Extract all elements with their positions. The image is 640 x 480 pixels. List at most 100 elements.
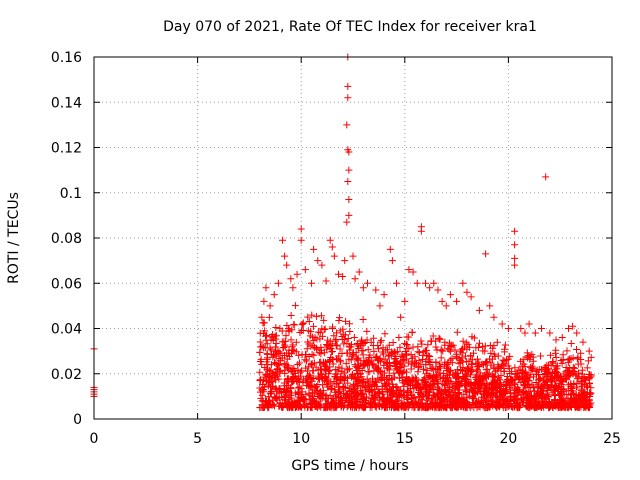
band-point — [468, 356, 476, 364]
data-point — [511, 261, 519, 269]
band-point — [483, 359, 491, 367]
band-point — [510, 390, 518, 398]
band-point — [530, 402, 538, 410]
band-point — [409, 393, 417, 401]
band-point — [448, 395, 456, 403]
band-point — [256, 348, 264, 356]
band-point — [417, 396, 425, 404]
band-point — [303, 357, 311, 365]
band-point — [403, 341, 411, 349]
band-point — [267, 361, 275, 369]
band-point — [296, 359, 304, 367]
band-point — [536, 392, 544, 400]
band-point — [474, 384, 482, 392]
data-point — [442, 302, 450, 310]
band-point — [272, 359, 280, 367]
band-point — [421, 347, 429, 355]
band-point — [392, 392, 400, 400]
band-point — [346, 343, 354, 351]
band-point — [308, 311, 316, 319]
band-point — [575, 395, 583, 403]
band-point — [266, 389, 274, 397]
band-point — [288, 403, 296, 411]
band-point — [363, 336, 371, 344]
band-point — [388, 376, 396, 384]
data-point — [349, 252, 357, 260]
band-point — [438, 380, 446, 388]
band-point — [381, 400, 389, 408]
band-point — [470, 334, 478, 342]
band-point — [308, 351, 316, 358]
data-point — [310, 245, 318, 253]
band-point — [459, 372, 467, 380]
band-point — [544, 392, 552, 400]
data-point — [314, 257, 322, 265]
band-point — [343, 349, 351, 357]
band-point — [347, 386, 355, 394]
data-point — [422, 279, 430, 287]
band-point — [328, 398, 336, 406]
band-point — [407, 388, 415, 396]
band-point — [463, 371, 471, 379]
band-point — [348, 388, 356, 396]
data-point — [262, 284, 270, 292]
band-point — [551, 349, 559, 357]
band-point — [425, 352, 433, 360]
band-point — [564, 401, 572, 409]
band-point — [457, 346, 465, 354]
band-point — [548, 389, 556, 397]
band-point — [314, 366, 322, 374]
band-point — [528, 362, 536, 370]
band-point — [332, 335, 340, 343]
band-point — [416, 402, 424, 410]
band-point — [390, 369, 398, 377]
data-point — [287, 275, 295, 283]
band-point — [469, 386, 477, 394]
band-point — [419, 365, 427, 373]
band-point — [303, 378, 311, 386]
band-point — [354, 354, 362, 362]
band-point — [440, 370, 448, 378]
band-point — [372, 354, 380, 362]
band-point — [499, 356, 507, 364]
band-point — [490, 401, 498, 409]
band-point — [519, 367, 527, 375]
band-point — [424, 391, 432, 399]
data-point — [446, 291, 454, 299]
band-point — [284, 399, 292, 407]
band-point — [335, 317, 343, 325]
band-point — [365, 388, 373, 396]
band-point — [452, 373, 460, 381]
band-point — [559, 351, 567, 359]
band-point — [257, 343, 265, 351]
band-point — [522, 390, 530, 398]
band-point — [573, 345, 581, 353]
band-point — [571, 364, 579, 372]
band-point — [563, 347, 571, 355]
band-point — [407, 351, 415, 359]
band-point — [483, 379, 491, 387]
band-point — [370, 347, 378, 355]
data-point — [326, 236, 334, 244]
band-point — [441, 341, 449, 349]
band-point — [392, 365, 400, 373]
band-point — [393, 403, 401, 411]
x-tick-label: 20 — [499, 431, 517, 447]
band-point — [507, 376, 515, 384]
band-point — [508, 403, 516, 411]
data-point — [293, 270, 301, 278]
data-point — [345, 166, 353, 174]
y-tick-label: 0.1 — [60, 186, 82, 202]
band-point — [445, 391, 453, 399]
band-point — [441, 403, 449, 411]
band-point — [285, 326, 293, 334]
band-point — [288, 389, 296, 397]
band-point — [408, 328, 416, 336]
band-point — [330, 332, 338, 340]
band-point — [323, 395, 331, 403]
band-point — [580, 376, 588, 384]
band-point — [399, 402, 407, 410]
band-point — [283, 355, 291, 363]
band-point — [505, 365, 513, 373]
band-point — [262, 397, 270, 405]
